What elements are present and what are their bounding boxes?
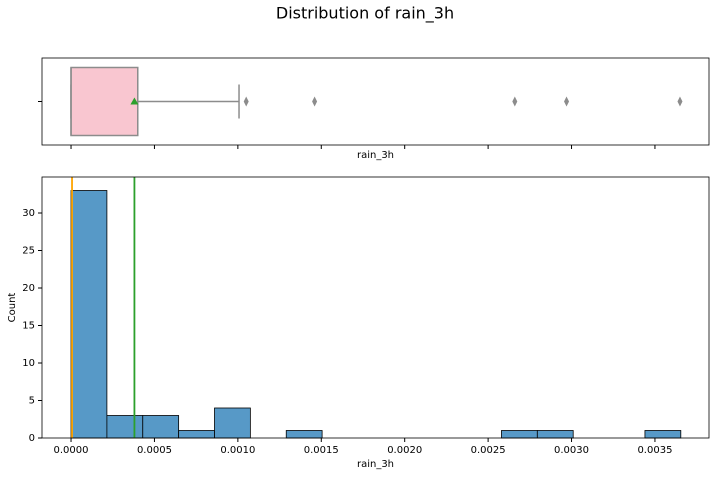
x-tick-label: 0.0030 bbox=[554, 445, 589, 456]
bar bbox=[285, 430, 323, 439]
axes-frame bbox=[41, 176, 710, 439]
y-tick-label: 5 bbox=[29, 396, 35, 407]
x-tick-label: 0.0020 bbox=[387, 445, 422, 456]
flier bbox=[243, 96, 249, 107]
bar bbox=[178, 430, 215, 439]
y-axis-label: Count bbox=[7, 293, 18, 323]
x-tick-label: 0.0000 bbox=[54, 445, 89, 456]
flier bbox=[312, 96, 318, 107]
y-tick-label: 15 bbox=[22, 321, 35, 332]
x-axis-label: rain_3h bbox=[357, 459, 394, 470]
x-tick-label: 0.0015 bbox=[304, 445, 339, 456]
x-axis-label: rain_3h bbox=[357, 150, 394, 161]
bar bbox=[70, 190, 108, 439]
bar bbox=[106, 415, 144, 439]
y-tick-label: 10 bbox=[22, 358, 35, 369]
bar bbox=[501, 430, 538, 439]
y-tick-label: 25 bbox=[22, 246, 35, 257]
x-tick-label: 0.0005 bbox=[137, 445, 172, 456]
x-tick-label: 0.0010 bbox=[220, 445, 255, 456]
y-tick-label: 20 bbox=[22, 283, 35, 294]
y-tick-label: 30 bbox=[22, 208, 35, 219]
flier bbox=[677, 96, 683, 107]
x-tick-label: 0.0025 bbox=[471, 445, 506, 456]
x-tick-label: 0.0035 bbox=[637, 445, 672, 456]
flier bbox=[564, 96, 570, 107]
bar bbox=[644, 430, 682, 439]
bar bbox=[536, 430, 574, 439]
mean-marker bbox=[130, 97, 139, 105]
figure-title: Distribution of rain_3h bbox=[276, 4, 454, 24]
bar bbox=[214, 407, 251, 439]
box bbox=[70, 66, 139, 137]
y-tick-label: 0 bbox=[29, 433, 35, 444]
flier bbox=[512, 96, 518, 107]
bar bbox=[142, 415, 180, 439]
